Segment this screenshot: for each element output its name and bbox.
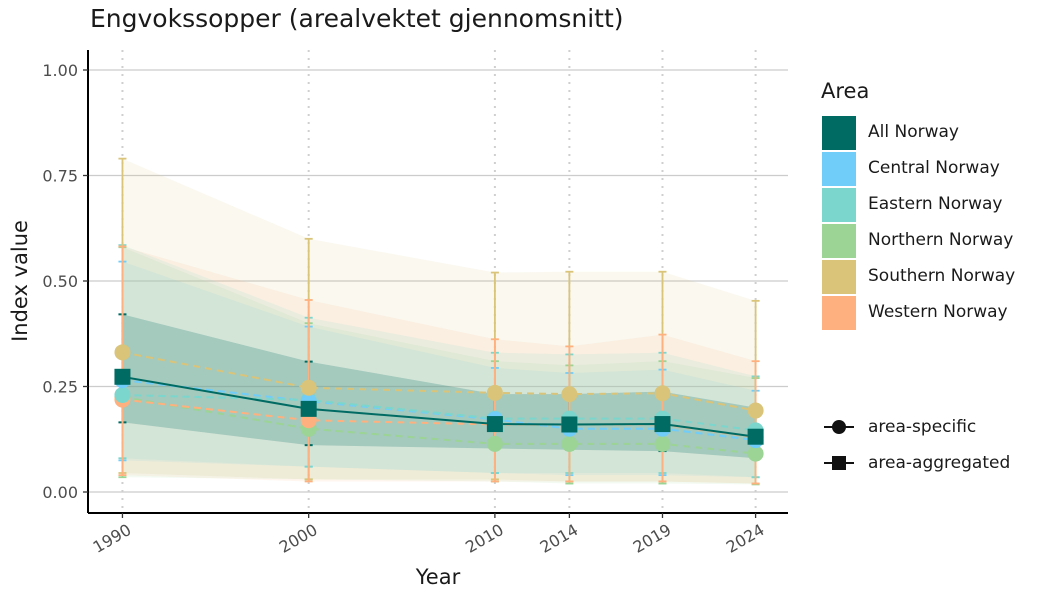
data-point-circle bbox=[654, 435, 671, 452]
series-line bbox=[122, 393, 756, 432]
x-tick-label: 2000 bbox=[276, 520, 321, 557]
square-marker-icon bbox=[824, 456, 854, 470]
data-point-circle bbox=[114, 344, 131, 361]
chart-title: Engvokssopper (arealvektet gjennomsnitt) bbox=[90, 4, 624, 33]
data-point-square bbox=[114, 368, 131, 385]
legend-swatch bbox=[822, 116, 856, 150]
confidence-band bbox=[122, 314, 756, 459]
data-point-square bbox=[486, 416, 503, 433]
x-tick-label: 1990 bbox=[90, 520, 135, 557]
data-point-circle bbox=[486, 384, 503, 401]
y-tick-label: 1.00 bbox=[42, 61, 78, 80]
legend-swatch bbox=[822, 188, 856, 222]
legend-label: Western Norway bbox=[868, 302, 1008, 322]
data-point-circle bbox=[561, 386, 578, 403]
confidence-band bbox=[122, 245, 756, 478]
legend-label: Central Norway bbox=[868, 158, 1000, 178]
legend-title: Area bbox=[821, 79, 870, 103]
y-axis-title: Index value bbox=[8, 220, 32, 342]
legend-label: Southern Norway bbox=[868, 266, 1016, 286]
legend-label: area-specific bbox=[868, 417, 977, 437]
data-point-square bbox=[654, 416, 671, 433]
x-tick-label: 2024 bbox=[723, 520, 768, 557]
confidence-band bbox=[122, 158, 756, 484]
legend-label: Northern Norway bbox=[868, 230, 1014, 250]
series-line bbox=[122, 396, 756, 455]
data-point-circle bbox=[561, 435, 578, 452]
y-tick-label: 0.75 bbox=[42, 167, 78, 186]
series-line bbox=[122, 351, 756, 412]
data-point-circle bbox=[654, 385, 671, 402]
x-tick-label: 2010 bbox=[462, 520, 507, 557]
data-point-circle bbox=[747, 402, 764, 419]
x-tick-label: 2019 bbox=[630, 520, 675, 557]
x-axis-title: Year bbox=[415, 565, 461, 589]
y-tick-label: 0.25 bbox=[42, 378, 78, 397]
series-line bbox=[122, 375, 756, 438]
data-point-circle bbox=[114, 386, 131, 403]
circle-marker-icon bbox=[824, 420, 854, 434]
data-point-square bbox=[561, 416, 578, 433]
y-tick-label: 0.50 bbox=[42, 272, 78, 291]
x-tick-label: 2014 bbox=[537, 520, 582, 557]
legend-swatch bbox=[822, 260, 856, 294]
data-point-circle bbox=[747, 445, 764, 462]
legend-label: area-aggregated bbox=[868, 453, 1011, 473]
data-point-square bbox=[300, 400, 317, 417]
data-point-circle bbox=[300, 379, 317, 396]
legend-swatch bbox=[822, 224, 856, 258]
legend-swatch bbox=[822, 152, 856, 186]
legend-label: Eastern Norway bbox=[868, 194, 1003, 214]
legend-swatch bbox=[822, 296, 856, 330]
data-point-circle bbox=[486, 435, 503, 452]
data-point-square bbox=[747, 428, 764, 445]
y-tick-label: 0.00 bbox=[42, 483, 78, 502]
legend-label: All Norway bbox=[868, 122, 959, 142]
